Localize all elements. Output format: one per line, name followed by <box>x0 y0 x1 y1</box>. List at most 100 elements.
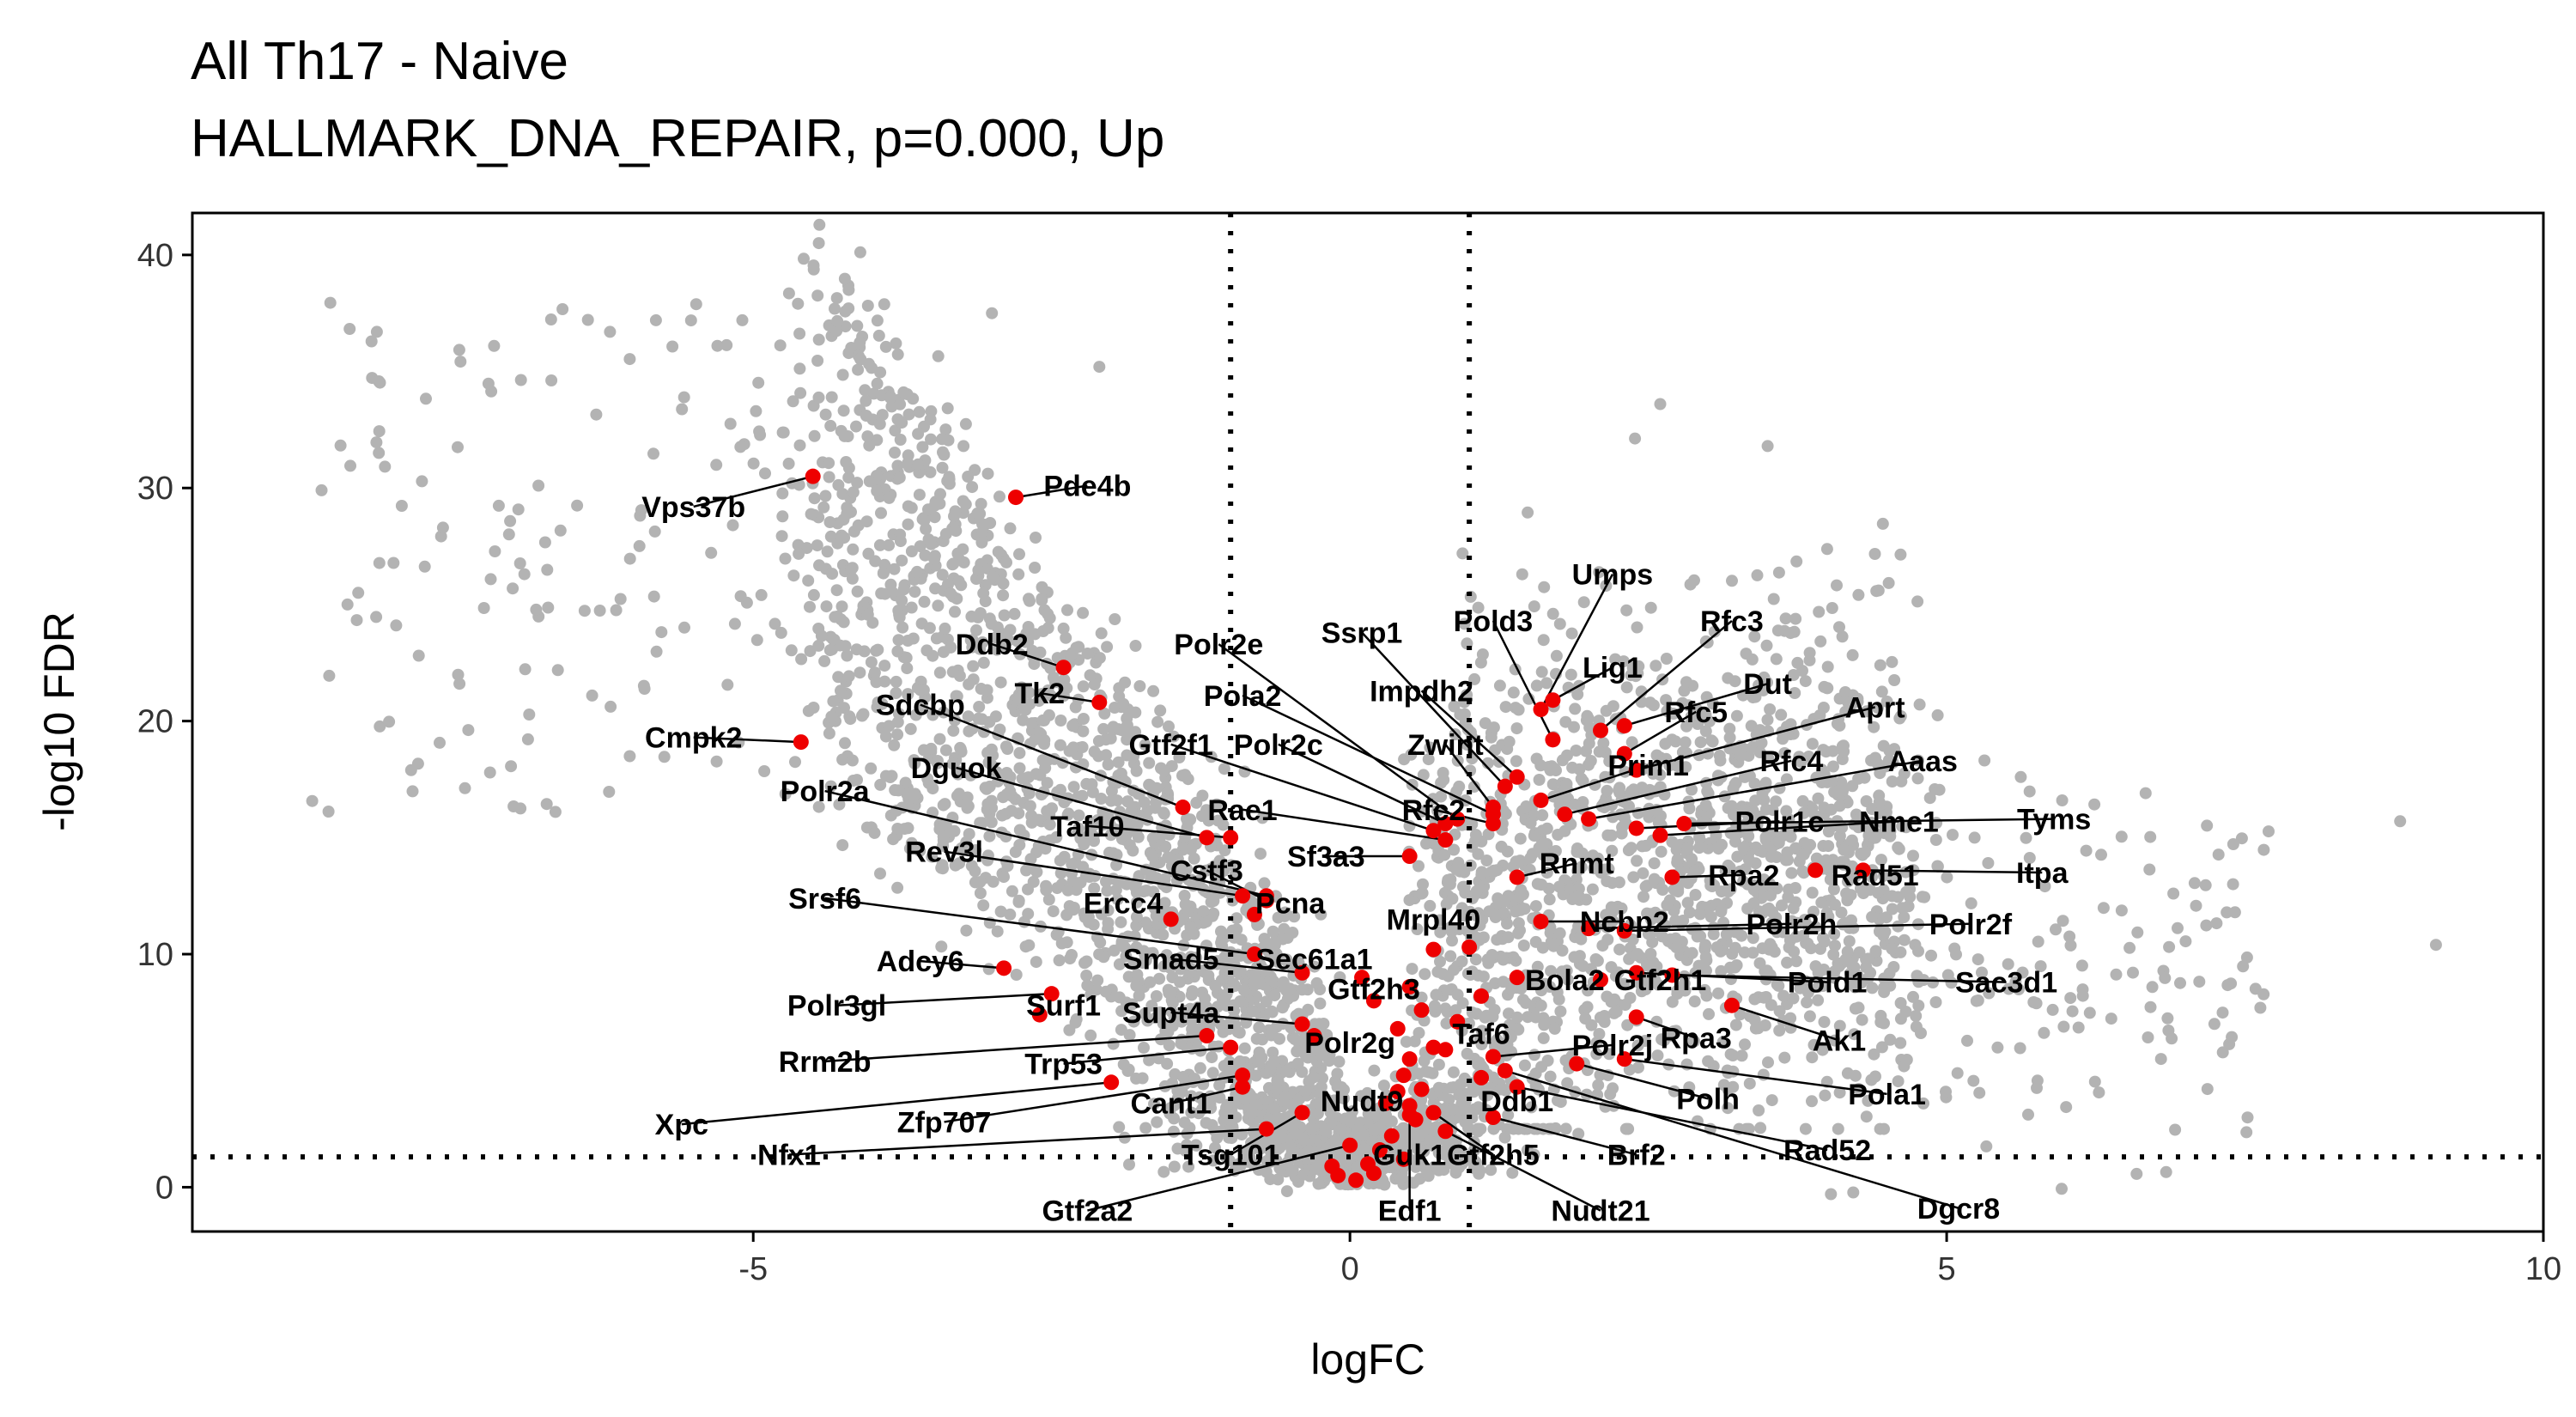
leader-line <box>1087 1144 1351 1212</box>
background-gene-point <box>974 642 987 655</box>
background-gene-point <box>1218 844 1231 857</box>
background-gene-point <box>1434 955 1446 968</box>
background-gene-point <box>1631 1039 1644 1052</box>
background-gene-point <box>1680 676 1692 689</box>
gene-label: Smad5 <box>1123 943 1219 976</box>
background-gene-point <box>825 710 838 723</box>
background-gene-point <box>924 413 937 426</box>
background-gene-point <box>1660 694 1673 707</box>
background-gene-point <box>1493 679 1506 692</box>
highlighted-gene-point <box>1360 1156 1376 1172</box>
background-gene-point <box>939 527 952 540</box>
leader-line <box>1862 869 2043 874</box>
background-gene-point <box>1226 924 1239 937</box>
background-gene-point <box>974 876 987 889</box>
background-gene-point <box>1570 745 1583 757</box>
background-gene-point <box>1047 671 1060 684</box>
background-gene-point <box>1022 908 1035 921</box>
background-gene-point <box>1772 566 1785 579</box>
gene-label: Rev3l <box>905 836 983 869</box>
background-gene-point <box>898 823 911 836</box>
background-gene-point <box>1043 818 1056 831</box>
highlighted-gene-point <box>1103 1074 1120 1091</box>
background-gene-point <box>1601 875 1613 888</box>
highlighted-gene-point <box>1533 702 1549 718</box>
background-gene-point <box>922 533 935 546</box>
leader-line <box>693 475 814 508</box>
background-gene-point <box>1631 621 1643 634</box>
background-gene-point <box>1751 569 1764 581</box>
background-gene-point <box>1157 928 1170 941</box>
gene-label: Gtf2h1 <box>1614 964 1707 997</box>
background-gene-point <box>1852 1083 1865 1096</box>
background-gene-point <box>2263 825 2275 838</box>
background-gene-point <box>911 565 923 578</box>
background-gene-point <box>324 296 337 309</box>
background-gene-point <box>1603 1048 1616 1061</box>
background-gene-point <box>1188 852 1200 865</box>
background-gene-point <box>835 600 848 613</box>
background-gene-point <box>1417 878 1429 891</box>
background-gene-point <box>1677 915 1690 927</box>
background-gene-point <box>1463 907 1476 920</box>
background-gene-point <box>1801 986 1814 999</box>
background-gene-point <box>1669 932 1682 945</box>
background-gene-point <box>1605 995 1618 1008</box>
background-gene-point <box>1553 617 1566 630</box>
gene-label: Dut <box>1743 668 1792 701</box>
gene-label: Surf1 <box>1026 990 1101 1023</box>
background-gene-point <box>1718 790 1731 803</box>
background-gene-point <box>2023 852 2036 864</box>
background-gene-point <box>1309 1043 1321 1055</box>
background-gene-point <box>1011 635 1024 648</box>
background-gene-point <box>1886 903 1899 915</box>
background-gene-point <box>2056 794 2069 806</box>
background-gene-point <box>860 515 873 528</box>
background-gene-point <box>1531 960 1544 973</box>
background-gene-point <box>1660 653 1673 665</box>
background-gene-point <box>1650 749 1663 762</box>
background-gene-point <box>1334 1123 1347 1136</box>
background-gene-point <box>1747 932 1759 945</box>
background-gene-point <box>1982 857 1995 869</box>
background-gene-point <box>1525 1101 1538 1114</box>
background-gene-point <box>1486 1010 1499 1023</box>
background-gene-point <box>1913 698 1926 711</box>
background-gene-point <box>1267 1102 1279 1115</box>
background-gene-point <box>1151 715 1164 728</box>
background-gene-point <box>1277 1018 1290 1031</box>
background-gene-point <box>1026 717 1038 730</box>
background-gene-point <box>1495 840 1508 853</box>
background-gene-point <box>1529 977 1542 990</box>
background-gene-point <box>795 653 808 666</box>
background-gene-point <box>1833 621 1845 634</box>
background-gene-point <box>792 297 805 310</box>
background-gene-point <box>1547 940 1560 952</box>
background-gene-point <box>1119 775 1132 788</box>
background-gene-point <box>635 504 647 517</box>
background-gene-point <box>1144 976 1157 988</box>
background-gene-point <box>1716 1036 1729 1049</box>
background-gene-point <box>1196 810 1208 823</box>
background-gene-point <box>1860 1110 1873 1123</box>
gene-label: Sf3a3 <box>1287 841 1365 873</box>
background-gene-point <box>1693 907 1706 920</box>
background-gene-point <box>1247 1158 1260 1171</box>
plot-panel-border <box>191 211 2545 1233</box>
leader-line <box>1361 631 1506 788</box>
background-gene-point <box>604 325 617 338</box>
background-gene-point <box>999 740 1012 753</box>
background-gene-point <box>1654 398 1667 411</box>
gene-label: Ddb1 <box>1480 1086 1553 1118</box>
background-gene-point <box>370 325 383 338</box>
highlighted-gene-point <box>1348 1172 1364 1189</box>
background-gene-point <box>721 678 734 691</box>
background-gene-point <box>1461 1048 1473 1060</box>
background-gene-point <box>1147 684 1160 697</box>
background-gene-point <box>1686 783 1698 796</box>
background-gene-point <box>1828 927 1841 940</box>
gene-label: Nme1 <box>1859 806 1939 838</box>
background-gene-point <box>1146 832 1159 844</box>
gene-label: Lig1 <box>1583 652 1643 684</box>
background-gene-point <box>2227 878 2239 891</box>
